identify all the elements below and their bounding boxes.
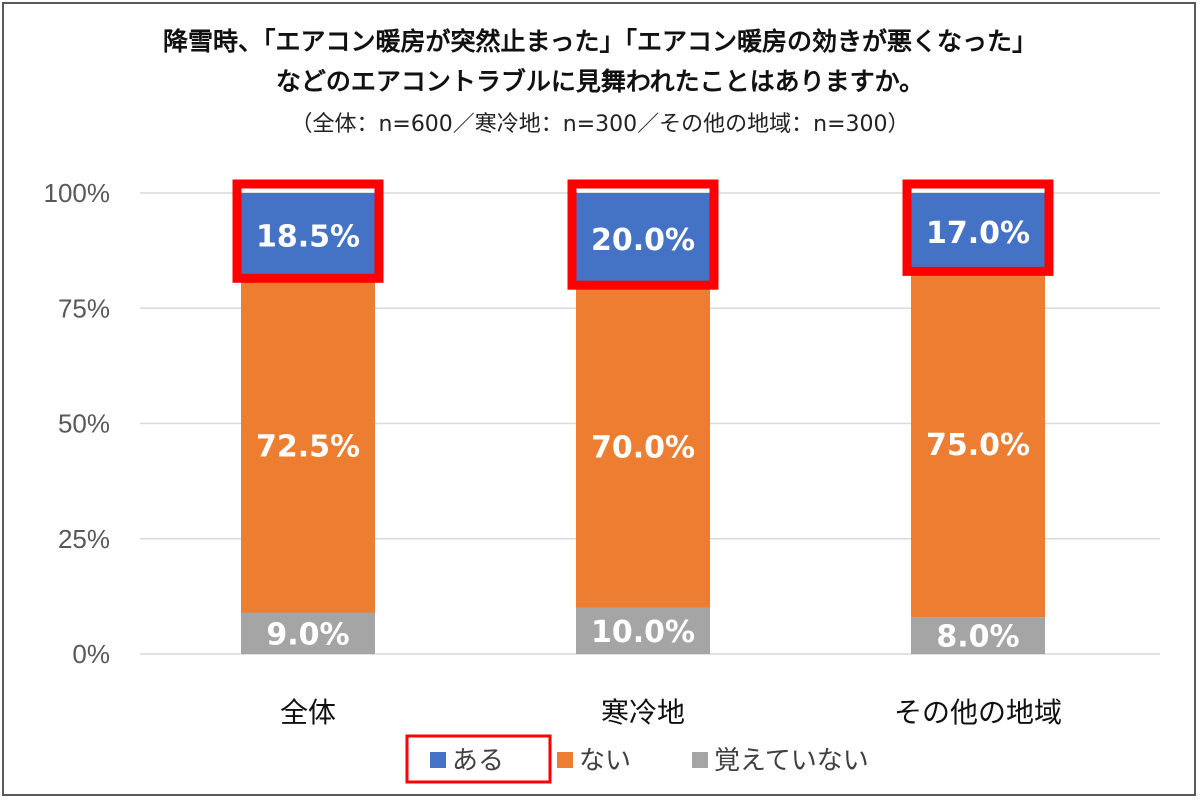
bar-segment	[241, 193, 375, 279]
data-label: 75.0%	[926, 428, 1030, 463]
y-tick-label: 25%	[58, 524, 110, 554]
highlight-box	[567, 179, 719, 290]
data-label: 10.0%	[591, 615, 695, 650]
legend-label: ある	[452, 746, 504, 776]
category-label: 全体	[280, 696, 336, 729]
y-tick-label: 100%	[44, 178, 111, 208]
highlight-box	[232, 179, 384, 283]
highlight-box	[902, 179, 1054, 276]
bar-segment	[241, 612, 375, 654]
bar-segment	[576, 607, 710, 654]
legend-label: 覚えていない	[714, 746, 869, 776]
data-label: 8.0%	[936, 620, 1019, 655]
category-label: その他の地域	[894, 696, 1062, 729]
y-tick-label: 0%	[72, 639, 110, 669]
chart-title-line-1: 降雪時、「エアコン暖房が突然止まった」「エアコン暖房の効きが悪くなった」	[162, 27, 1037, 56]
data-label: 72.5%	[256, 429, 360, 464]
data-label: 70.0%	[591, 431, 695, 466]
bar-segment	[911, 193, 1045, 272]
bar-segment	[911, 271, 1045, 618]
chart-subtitle: （全体：n=600／寒冷地：n=300／その他の地域：n=300）	[290, 112, 910, 137]
legend-highlight-box	[405, 734, 552, 784]
legend-label: ない	[579, 746, 631, 776]
bar-segment	[241, 278, 375, 613]
y-tick-label: 50%	[58, 409, 110, 439]
legend-swatch	[430, 752, 446, 768]
data-label: 9.0%	[266, 617, 349, 652]
category-label: 寒冷地	[601, 696, 685, 729]
y-tick-label: 75%	[58, 293, 110, 323]
legend-swatch	[692, 752, 708, 768]
chart-title-line-2: などのエアコントラブルに見舞われたことはありますか。	[275, 67, 925, 96]
bar-segment	[576, 193, 710, 286]
bar-segment	[911, 617, 1045, 654]
bar-segment	[576, 285, 710, 608]
data-label: 18.5%	[256, 220, 360, 255]
data-label: 20.0%	[591, 223, 695, 258]
legend-swatch	[557, 752, 573, 768]
data-label: 17.0%	[926, 216, 1030, 251]
